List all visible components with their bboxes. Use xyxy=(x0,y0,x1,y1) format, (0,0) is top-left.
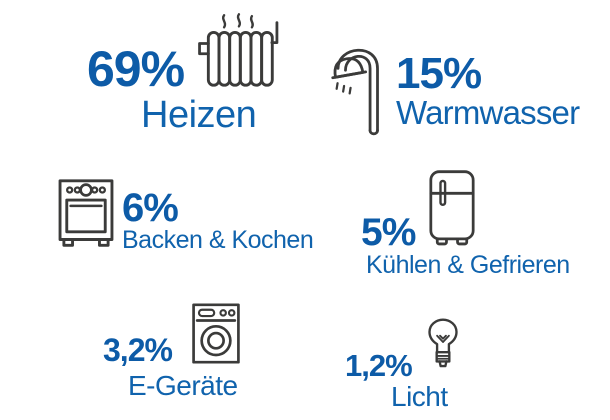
backen-kochen-value: 6% xyxy=(122,186,179,230)
shower-icon xyxy=(331,34,385,138)
fridge-icon xyxy=(427,168,477,249)
heizen-value: 69% xyxy=(87,41,185,97)
warmwasser-label: Warmwasser xyxy=(396,94,580,131)
e-geraete-value: 3,2% xyxy=(103,332,173,368)
warmwasser-value: 15% xyxy=(396,49,482,98)
heizen-label: Heizen xyxy=(141,94,257,136)
kuehlen-gefrieren-value: 5% xyxy=(361,211,416,254)
radiator-icon xyxy=(197,12,279,88)
e-geraete-label: E-Geräte xyxy=(128,370,238,401)
licht-value: 1,2% xyxy=(345,348,413,383)
washing-machine-icon xyxy=(190,301,242,366)
oven-icon xyxy=(56,177,116,252)
backen-kochen-label: Backen & Kochen xyxy=(122,226,314,254)
kuehlen-gefrieren-label: Kühlen & Gefrieren xyxy=(366,251,570,279)
light-bulb-icon xyxy=(426,318,460,372)
licht-label: Licht xyxy=(391,381,448,412)
